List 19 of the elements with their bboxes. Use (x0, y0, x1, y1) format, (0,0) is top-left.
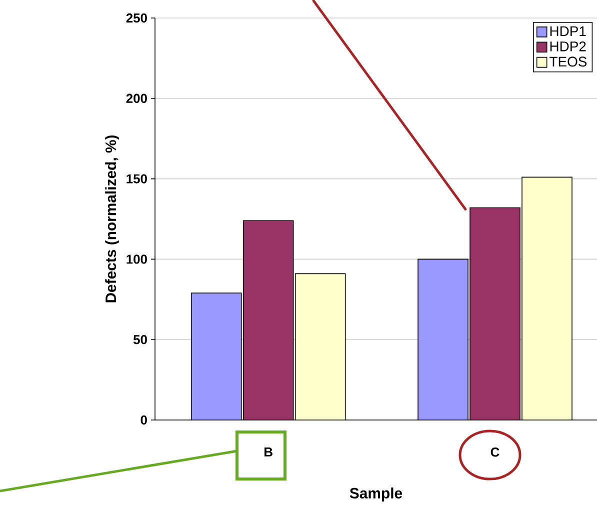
bar (470, 207, 520, 420)
legend-label: TEOS (550, 56, 587, 67)
x-tick-label: B (264, 448, 272, 456)
x-tick-label: C (490, 448, 500, 457)
y-tick-label: 200 (126, 94, 147, 103)
bar (243, 220, 294, 420)
bar (295, 274, 346, 420)
legend-label: HDP2 (550, 41, 586, 52)
y-tick-label: 100 (126, 254, 147, 264)
bar (522, 176, 572, 420)
bar (418, 258, 468, 420)
bar (191, 292, 242, 420)
y-axis-title: Defects (normalized, %) (105, 135, 120, 302)
y-tick-label: 50 (133, 335, 147, 344)
y-tick-label: 0 (140, 415, 147, 425)
x-axis-title: Sample (350, 488, 402, 502)
y-tick-label: 250 (126, 13, 147, 23)
y-tick-label: 150 (126, 174, 147, 184)
legend-label: HDP1 (550, 26, 586, 36)
